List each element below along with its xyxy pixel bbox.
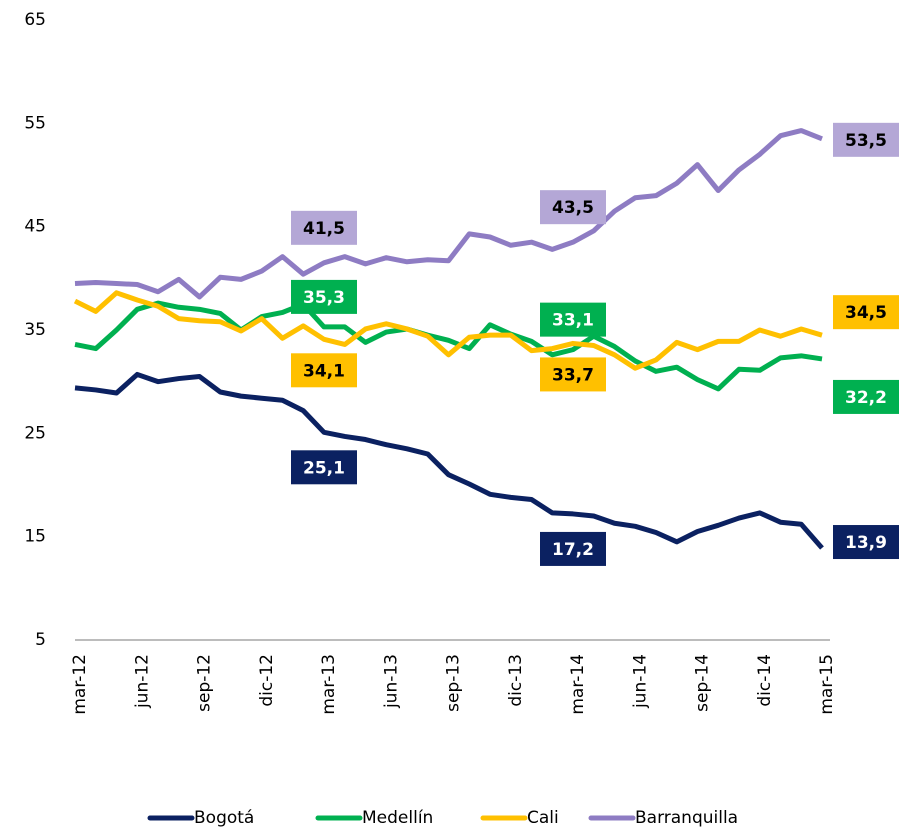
label-box — [540, 190, 606, 225]
y-tick-label: 5 — [35, 630, 46, 650]
data-label: 13,9 — [845, 533, 887, 553]
x-tick-label: jun-14 — [630, 654, 650, 709]
series-line — [74, 300, 823, 392]
data-label: 33,1 — [552, 311, 594, 331]
legend-label: Medellín — [362, 808, 433, 828]
x-tick-label: jun-13 — [381, 654, 401, 709]
x-tick-label: mar-12 — [70, 654, 90, 715]
y-tick-label: 45 — [24, 217, 46, 237]
data-label: 25,1 — [303, 458, 345, 478]
label-box — [291, 353, 357, 388]
label-box — [540, 531, 606, 566]
series-line — [73, 290, 823, 371]
y-tick-label: 25 — [24, 423, 46, 443]
x-tick-label: mar-15 — [817, 654, 837, 715]
data-label: 41,5 — [303, 219, 345, 239]
series-line — [74, 128, 823, 300]
data-label: 33,7 — [552, 365, 594, 385]
label-box — [833, 295, 899, 330]
label-box — [540, 357, 606, 392]
label-box — [833, 122, 899, 157]
x-tick-label: jun-12 — [132, 654, 152, 709]
data-label: 43,5 — [552, 198, 594, 218]
x-tick-label: sep-12 — [195, 654, 215, 712]
x-tick-label: dic-12 — [257, 654, 277, 707]
data-label: 32,2 — [845, 388, 887, 408]
data-label: 34,5 — [845, 303, 887, 323]
label-box — [291, 210, 357, 245]
data-label: 17,2 — [552, 540, 594, 560]
label-box — [833, 379, 899, 414]
x-tick-label: sep-13 — [444, 654, 464, 712]
legend-label: Barranquilla — [635, 808, 738, 828]
legend-item: Cali — [480, 808, 559, 828]
y-tick-label: 15 — [24, 527, 46, 547]
data-label: 35,3 — [303, 288, 345, 308]
legend-item: Bogotá — [147, 808, 254, 828]
label-box — [291, 279, 357, 314]
x-tick-label: mar-14 — [568, 654, 588, 715]
legend-label: Bogotá — [194, 808, 254, 828]
legend-label: Cali — [527, 808, 559, 828]
label-box — [291, 450, 357, 485]
x-tick-label: mar-13 — [319, 654, 339, 715]
y-tick-label: 35 — [24, 320, 46, 340]
x-tick-label: dic-13 — [506, 654, 526, 707]
series-line — [74, 371, 824, 550]
x-tick-label: dic-14 — [755, 654, 775, 707]
y-tick-label: 55 — [24, 113, 46, 133]
data-label: 53,5 — [845, 131, 887, 151]
data-label: 34,1 — [303, 361, 345, 381]
y-tick-label: 65 — [24, 10, 46, 30]
legend-item: Medellín — [315, 808, 433, 828]
x-tick-label: sep-14 — [693, 654, 713, 712]
label-box — [540, 302, 606, 337]
legend-item: Barranquilla — [588, 808, 738, 828]
label-box — [833, 525, 899, 560]
